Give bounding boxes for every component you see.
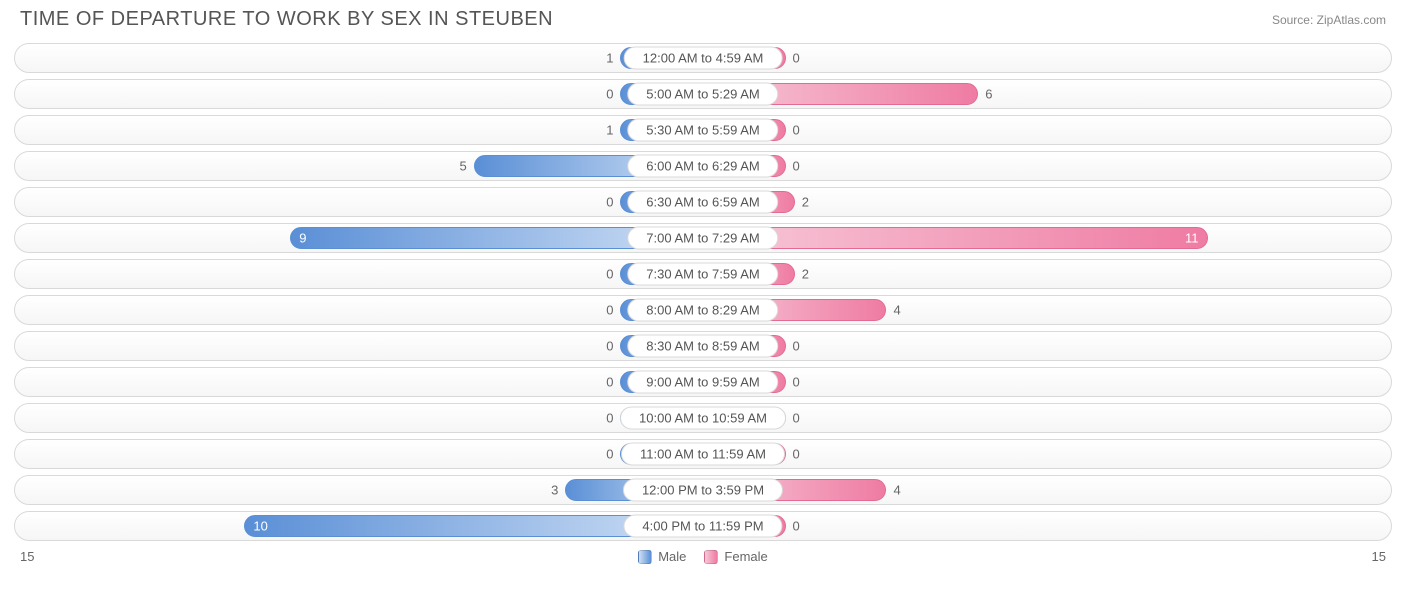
category-label: 4:00 PM to 11:59 PM	[623, 515, 782, 538]
chart-source: Source: ZipAtlas.com	[1272, 13, 1386, 27]
chart-legend: Male Female	[34, 549, 1371, 564]
category-label: 9:00 AM to 9:59 AM	[627, 371, 778, 394]
bar-female-value: 4	[885, 303, 900, 318]
category-label: 8:00 AM to 8:29 AM	[627, 299, 778, 322]
chart-row: 3 4 12:00 PM to 3:59 PM	[14, 475, 1392, 505]
axis-max-right: 15	[1372, 549, 1386, 564]
chart-body: 1012:00 AM to 4:59 AM065:00 AM to 5:29 A…	[0, 43, 1406, 541]
bar-female-value: 0	[785, 447, 800, 462]
legend-label-male: Male	[658, 549, 686, 564]
bar-male-value: 0	[606, 303, 621, 318]
bar-male-value: 0	[606, 447, 621, 462]
bar-male-value: 3	[551, 483, 566, 498]
bar-male-value: 0	[606, 195, 621, 210]
bar-male-value: 0	[606, 87, 621, 102]
chart-row: 0 011:00 AM to 11:59 AM	[14, 439, 1392, 469]
bar-male-value: 9	[299, 231, 306, 246]
category-label: 8:30 AM to 8:59 AM	[627, 335, 778, 358]
chart-row: 9 11 7:00 AM to 7:29 AM	[14, 223, 1392, 253]
category-label: 7:30 AM to 7:59 AM	[627, 263, 778, 286]
chart-row: 0 4 8:00 AM to 8:29 AM	[14, 295, 1392, 325]
bar-female-value: 11	[1185, 231, 1199, 246]
bar-male-value: 0	[606, 339, 621, 354]
legend-item-female: Female	[704, 549, 767, 564]
chart-footer: 15 Male Female 15	[0, 547, 1406, 572]
bar-female-value: 0	[785, 519, 800, 534]
category-label: 5:30 AM to 5:59 AM	[627, 119, 778, 142]
chart-row: 0 2 6:30 AM to 6:59 AM	[14, 187, 1392, 217]
bar-female-value: 2	[794, 267, 809, 282]
category-label: 6:30 AM to 6:59 AM	[627, 191, 778, 214]
chart-row: 0 6 5:00 AM to 5:29 AM	[14, 79, 1392, 109]
chart-header: TIME OF DEPARTURE TO WORK BY SEX IN STEU…	[0, 0, 1406, 43]
category-label: 7:00 AM to 7:29 AM	[627, 227, 778, 250]
chart-title: TIME OF DEPARTURE TO WORK BY SEX IN STEU…	[20, 8, 553, 31]
bar-female-value: 0	[785, 375, 800, 390]
axis-max-left: 15	[20, 549, 34, 564]
chart-row: 1 012:00 AM to 4:59 AM	[14, 43, 1392, 73]
chart-row: 0010:00 AM to 10:59 AM	[14, 403, 1392, 433]
category-label: 5:00 AM to 5:29 AM	[627, 83, 778, 106]
chart-row: 5 0 6:00 AM to 6:29 AM	[14, 151, 1392, 181]
bar-female-value: 0	[785, 159, 800, 174]
bar-female-value: 0	[785, 411, 800, 426]
bar-female-value: 2	[794, 195, 809, 210]
bar-male-value: 0	[606, 267, 621, 282]
bar-male-value: 10	[253, 519, 267, 534]
chart-row: 1 0 5:30 AM to 5:59 AM	[14, 115, 1392, 145]
legend-label-female: Female	[724, 549, 767, 564]
legend-swatch-male	[638, 550, 652, 564]
category-label: 6:00 AM to 6:29 AM	[627, 155, 778, 178]
bar-female: 11	[703, 227, 1208, 249]
category-label: 12:00 AM to 4:59 AM	[624, 47, 783, 70]
bar-male-value: 1	[606, 123, 621, 138]
bar-male-value: 1	[606, 51, 621, 66]
bar-female-value: 4	[885, 483, 900, 498]
legend-swatch-female	[704, 550, 718, 564]
bar-female-value: 0	[785, 339, 800, 354]
category-label: 11:00 AM to 11:59 AM	[621, 443, 785, 466]
chart-row: 0 0 8:30 AM to 8:59 AM	[14, 331, 1392, 361]
chart-row: 0 2 7:30 AM to 7:59 AM	[14, 259, 1392, 289]
category-label: 10:00 AM to 10:59 AM	[620, 407, 786, 430]
chart-row: 0 0 9:00 AM to 9:59 AM	[14, 367, 1392, 397]
category-label: 12:00 PM to 3:59 PM	[623, 479, 783, 502]
chart-container: TIME OF DEPARTURE TO WORK BY SEX IN STEU…	[0, 0, 1406, 572]
bar-male-value: 5	[459, 159, 474, 174]
bar-female-value: 6	[977, 87, 992, 102]
chart-row: 10 04:00 PM to 11:59 PM	[14, 511, 1392, 541]
bar-female-value: 0	[785, 51, 800, 66]
bar-female-value: 0	[785, 123, 800, 138]
bar-male-value: 0	[606, 375, 621, 390]
legend-item-male: Male	[638, 549, 686, 564]
